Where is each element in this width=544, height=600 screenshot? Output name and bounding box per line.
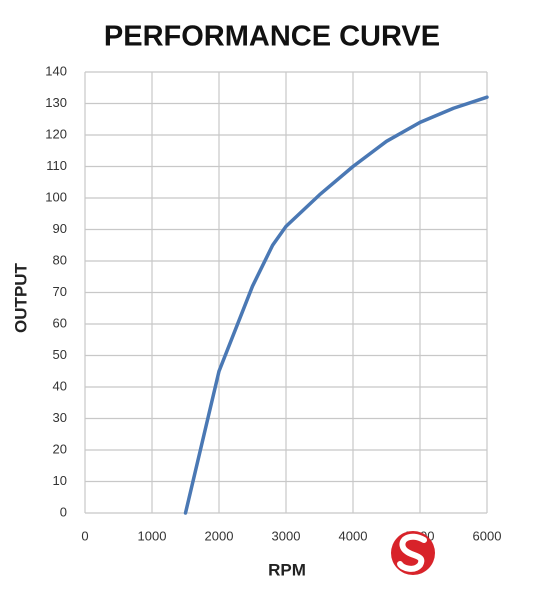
y-tick-label: 70 — [53, 284, 67, 299]
y-tick-label: 100 — [45, 189, 67, 204]
y-tick-label: 90 — [53, 221, 67, 236]
y-tick-label: 50 — [53, 347, 67, 362]
y-tick-label: 60 — [53, 315, 67, 330]
plot-area: 0 10 20 30 40 50 60 70 80 90 100 110 120 130 140 0 1000 2… — [45, 63, 501, 543]
y-tick-label: 130 — [45, 95, 67, 110]
x-axis-title: RPM — [268, 560, 306, 579]
x-tick-label: 0 — [81, 528, 88, 543]
x-tick-label: 4000 — [339, 528, 368, 543]
y-tick-label: 120 — [45, 126, 67, 141]
y-tick-label: 0 — [60, 504, 67, 519]
x-tick-label: 1000 — [138, 528, 167, 543]
x-tick-label: 6000 — [473, 528, 502, 543]
y-tick-label: 40 — [53, 378, 67, 393]
y-tick-label: 110 — [46, 158, 67, 173]
logo — [391, 531, 435, 575]
x-tick-label: 3000 — [272, 528, 301, 543]
y-tick-label: 20 — [53, 441, 67, 456]
y-axis-title: OUTPUT — [11, 262, 30, 333]
line-series — [183, 95, 489, 515]
x-tick-label: 2000 — [205, 528, 234, 543]
y-tick-label: 10 — [53, 473, 67, 488]
chart-title: PERFORMANCE CURVE — [104, 21, 440, 53]
y-tick-label: 30 — [53, 410, 67, 425]
y-tick-label: 140 — [45, 63, 67, 78]
y-tick-label: 80 — [53, 252, 67, 267]
logo-s — [397, 533, 427, 572]
